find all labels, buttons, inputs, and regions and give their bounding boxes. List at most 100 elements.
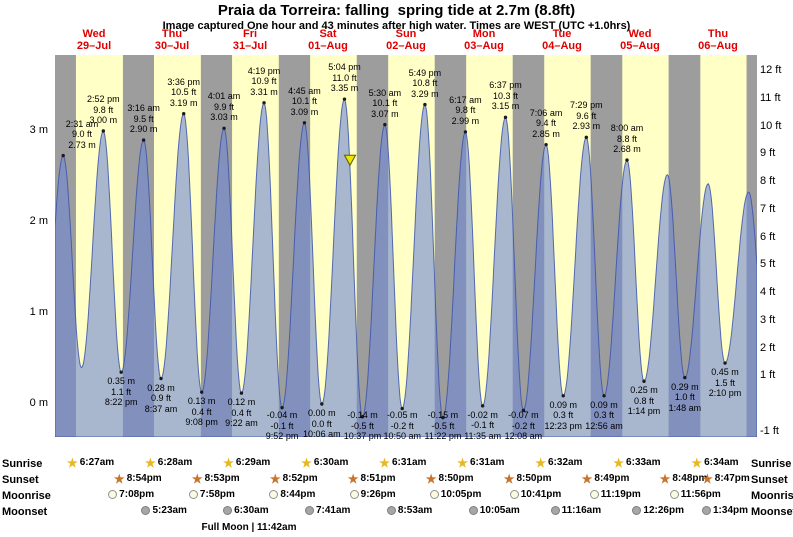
tide-label-line: 2:10 pm: [708, 388, 742, 399]
tide-plot: [55, 55, 757, 437]
moonset-time: 1:34pm: [713, 505, 749, 516]
moonset-entry: 7:41am: [304, 505, 350, 516]
tide-label-line: 0.13 m: [187, 396, 216, 407]
tide-label-line: 3.15 m: [491, 101, 520, 112]
moonrise-icon: [269, 490, 279, 499]
tide-label-line: 0.12 m: [227, 397, 256, 408]
tide-label-line: -0.04 m: [266, 410, 298, 420]
sunset-time: 8:47pm: [714, 473, 750, 484]
tide-label-line: 10.1 ft: [291, 96, 317, 107]
tide-low-label: -0.14 m -0.5 ft 10:37 pm: [338, 410, 388, 442]
sunset-entry: ★ 8:47pm: [702, 473, 750, 485]
tide-low-label: -0.05 m -0.2 ft 10:50 am: [377, 410, 427, 442]
tide-low-label: 0.28 m 0.9 ft 8:37 am: [136, 383, 186, 415]
tide-event-dot: [360, 415, 365, 419]
tide-low-label: 0.09 m 0.3 ft 12:23 pm: [538, 400, 588, 432]
tide-label-line: 9.8 ft: [93, 104, 114, 115]
tide-event-dot: [61, 153, 65, 158]
sunset-icon: ★: [269, 471, 281, 486]
tide-label-line: 7:29 pm: [570, 100, 603, 111]
tide-event-dot: [159, 376, 163, 381]
tide-label-line: 0.4 ft: [191, 406, 212, 417]
day-date: 06–Aug: [698, 40, 738, 52]
tide-event-dot: [119, 370, 123, 374]
moonset-icon: [386, 506, 396, 515]
astro-row-label-right: Sunset: [751, 474, 788, 486]
tide-high-label: 5:04 pm 11.0 ft 3.35 m: [319, 62, 369, 94]
moonset-icon: [223, 506, 233, 515]
tide-label-line: 5:49 pm: [408, 67, 442, 78]
tide-label-line: 1.0 ft: [674, 392, 695, 403]
tide-low-label: 0.35 m 1.1 ft 8:22 pm: [96, 376, 146, 408]
y-axis-label-ft: 11 ft: [760, 91, 781, 104]
tide-event-dot: [280, 405, 284, 410]
sunrise-icon: ★: [379, 455, 390, 470]
tide-low-label: 0.13 m 0.4 ft 9:08 pm: [177, 396, 227, 428]
sunrise-entry: ★ 6:32am: [535, 457, 582, 469]
sunrise-entry: ★ 6:29am: [223, 457, 270, 469]
tide-label-line: -0.5 ft: [350, 420, 374, 431]
y-axis-label-ft: -1 ft: [760, 424, 779, 437]
day-label: Thu 06–Aug: [682, 28, 754, 52]
day-name: Sat: [319, 28, 337, 40]
day-label: Tue 04–Aug: [526, 28, 598, 52]
sunset-time: 8:52pm: [282, 473, 318, 484]
tide-label-line: 5:04 pm: [328, 62, 361, 73]
tide-label-line: 0.00 m: [308, 408, 336, 418]
tide-event-dot: [199, 390, 204, 394]
day-name: Thu: [161, 28, 183, 40]
tide-event-dot: [222, 126, 226, 130]
moonset-time: 11:16am: [561, 505, 602, 516]
moonset-entry: 8:53am: [386, 505, 432, 516]
moonset-time: 6:30am: [234, 505, 269, 516]
day-label: Wed 05–Aug: [604, 28, 676, 52]
tide-high-label: 4:01 am 9.9 ft 3.03 m: [199, 91, 249, 123]
moonset-entry: 6:30am: [223, 505, 269, 516]
y-axis-label-m: 1 m: [29, 306, 48, 318]
tide-event-dot: [302, 121, 307, 125]
y-axis-label-m: 3 m: [29, 124, 48, 136]
sunset-entry: ★ 8:52pm: [269, 471, 318, 486]
tide-event-dot: [602, 394, 606, 398]
current-level-triangle-icon: [343, 154, 357, 167]
day-date: 03–Aug: [464, 40, 504, 52]
moonrise-time: 7:08pm: [119, 489, 155, 500]
tide-high-label: 3:36 pm 10.5 ft 3.19 m: [159, 77, 209, 109]
day-date: 29–Jul: [76, 40, 112, 52]
tide-label-line: 0.4 ft: [231, 407, 252, 418]
sunrise-icon: ★: [457, 455, 468, 470]
tide-label-line: 3.35 m: [330, 83, 359, 94]
tide-label-line: 2.90 m: [129, 124, 158, 135]
tide-label-line: 9.5 ft: [133, 113, 154, 124]
tide-event-dot: [101, 129, 106, 133]
tide-high-label: 7:29 pm 9.6 ft 2.93 m: [561, 100, 611, 132]
tide-label-line: 2.73 m: [68, 139, 96, 150]
tide-high-label: 7:06 am 9.4 ft 2.85 m: [521, 108, 571, 140]
moonrise-time: 10:41pm: [520, 489, 562, 500]
sunset-icon: ★: [659, 471, 671, 486]
moonrise-time: 7:58pm: [199, 489, 235, 500]
tide-label-line: 2.85 m: [532, 128, 560, 139]
sunset-entry: ★ 8:50pm: [504, 473, 552, 485]
tide-label-line: 0.8 ft: [633, 395, 654, 406]
tide-event-dot: [480, 404, 485, 408]
tide-label-line: 3.31 m: [250, 86, 278, 97]
sunset-entry: ★ 8:49pm: [582, 473, 630, 485]
tide-low-label: -0.07 m -0.2 ft 12:08 am: [498, 410, 548, 442]
day-date: 02–Aug: [386, 40, 426, 52]
full-moon-note: Full Moon | 11:42am: [201, 522, 297, 533]
tide-label-line: 6:37 pm: [489, 80, 522, 91]
tide-label-line: 0.3 ft: [553, 410, 574, 421]
tide-label-line: 12:23 pm: [544, 420, 582, 431]
tide-label-line: 10:37 pm: [343, 431, 382, 441]
day-name: Tue: [552, 28, 572, 40]
tide-event-dot: [683, 375, 687, 380]
moonrise-icon: [589, 490, 599, 499]
tide-event-dot: [642, 379, 646, 383]
day-name: Sun: [395, 28, 417, 40]
tide-label-line: 12:56 am: [585, 420, 623, 431]
astro-row-label-left: Moonset: [2, 506, 48, 518]
astro-row-label-left: Moonrise: [2, 490, 51, 502]
tide-label-line: 1:48 am: [668, 402, 702, 413]
sunset-entry: ★ 8:53pm: [192, 473, 240, 485]
